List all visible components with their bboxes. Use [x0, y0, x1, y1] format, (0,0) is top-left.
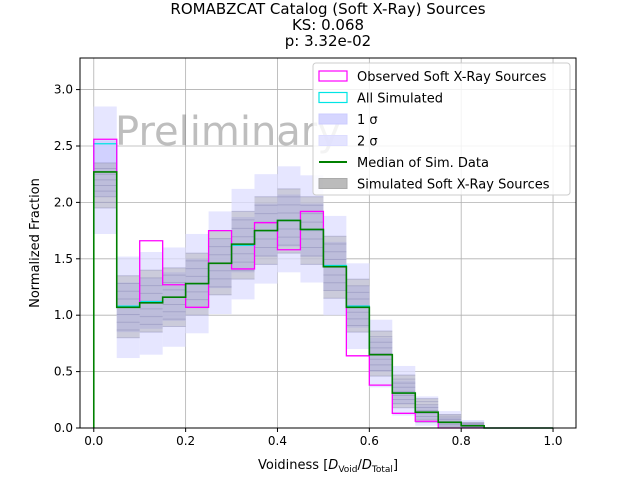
x-tick-label: 0.6 — [360, 434, 379, 448]
legend: Observed Soft X-Ray Sources All Simulated… — [312, 62, 571, 196]
legend-label: Simulated Soft X-Ray Sources — [357, 178, 550, 193]
legend-handle — [318, 113, 348, 125]
band-simulated — [300, 196, 324, 265]
band-simulated — [369, 330, 393, 377]
legend-handle — [318, 135, 348, 146]
y-tick-label: 1.5 — [54, 252, 73, 266]
legend-handle — [318, 70, 348, 82]
chart-title: ROMABZCAT Catalog (Soft X-Ray) SourcesKS… — [170, 0, 485, 50]
x-tick-label: 1.0 — [543, 434, 562, 448]
y-tick-label: 0.0 — [54, 421, 73, 435]
title-line: p: 3.32e-02 — [285, 32, 371, 50]
band-simulated — [438, 414, 462, 428]
x-tick-label: 0.4 — [268, 434, 287, 448]
x-tick-label: 0.8 — [452, 434, 471, 448]
band-simulated — [392, 374, 416, 408]
title-line: ROMABZCAT Catalog (Soft X-Ray) Sources — [170, 0, 485, 18]
legend-label: All Simulated — [357, 92, 443, 107]
y-tick-label: 1.0 — [54, 308, 73, 322]
y-axis-label: Normalized Fraction — [28, 178, 43, 308]
histogram-lines — [92, 138, 554, 429]
legend-box — [312, 62, 571, 196]
band-1sigma — [93, 140, 117, 197]
band-simulated — [93, 162, 117, 209]
legend-label: Median of Sim. Data — [357, 156, 489, 171]
legend-label: Observed Soft X-Ray Sources — [357, 70, 547, 85]
watermark-text: Preliminary — [115, 109, 341, 155]
legend-handle — [318, 91, 348, 104]
y-tick-label: 0.5 — [54, 365, 73, 379]
y-tick-label: 2.0 — [54, 195, 73, 209]
title-line: KS: 0.068 — [292, 16, 364, 34]
axes: 0.0 0.2 0.4 0.6 0.8 1.0 0.0 0.5 1.0 1.5 2.0 2.5 3.0 — [54, 57, 577, 448]
legend-handle — [318, 178, 348, 189]
y-tick-label: 3.0 — [54, 83, 73, 97]
x-tick-label: 0.0 — [84, 434, 103, 448]
legend-label: 2 σ — [357, 135, 378, 150]
legend-label: 1 σ — [357, 113, 378, 128]
series-median — [92, 171, 554, 429]
y-tick-label: 2.5 — [54, 139, 73, 153]
axes-frame — [79, 57, 577, 429]
x-axis-label: Voidiness [DVoid/DTotal] — [258, 458, 398, 475]
x-tick-label: 0.2 — [176, 434, 195, 448]
band-simulated — [415, 398, 439, 423]
